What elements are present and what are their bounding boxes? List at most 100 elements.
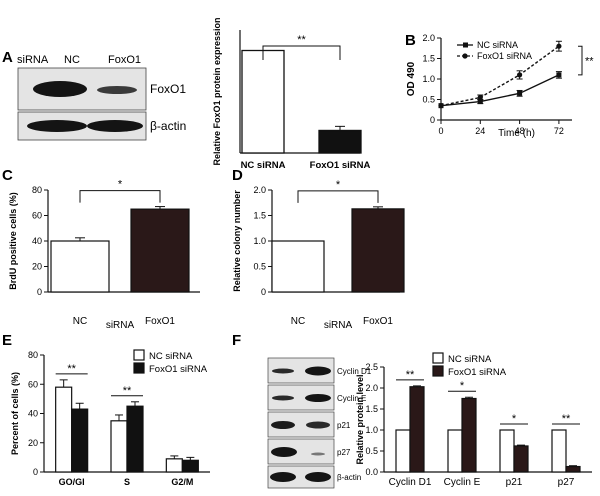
charts-layer: Relative FoxO1 protein expression NC siRN… [8, 17, 594, 488]
panel-f-legend-swatch [432, 352, 444, 364]
panel-f-bar-1 [409, 386, 425, 473]
panel-c-x-tick-label: FoxO1 [145, 316, 175, 327]
panel-d-y-axis: 0 0.5 1.0 1.5 2.0 Relative colony number [232, 185, 273, 297]
panel-f-bar-1 [513, 445, 529, 473]
panel-d-bar-1 [351, 208, 405, 293]
panel-b-x-tick-label: 48 [515, 126, 525, 136]
panel-f-bar-0 [551, 429, 567, 473]
panel-f-western-blot: Cyclin D1 Cyclin E p21 p27 β-actin [267, 357, 372, 489]
panel-d-y-tick-label: 0.5 [253, 262, 266, 272]
panel-d-group-label: siRNA [324, 320, 353, 331]
panel-b-legend-marker [462, 53, 468, 59]
panel-b-point-0 [517, 90, 523, 96]
blot-a-band-label-foxo1: FoxO1 [150, 82, 186, 96]
blot-f-p21-band-nc [271, 421, 295, 429]
panel-d-x-tick-label: FoxO1 [363, 316, 393, 327]
blot-a-sirna-label: siRNA [17, 54, 49, 66]
panel-f-bar-0 [499, 429, 515, 473]
panel-e-y-tick-label: 60 [28, 379, 38, 389]
blot-f-p27-band-foxo1 [311, 452, 325, 456]
blot-f-actin-band-foxo1 [305, 472, 331, 482]
panel-b-y-tick-label: 2.0 [422, 33, 435, 43]
blot-a-actin-band-nc [27, 120, 87, 132]
panel-d-y-axis-label: Relative colony number [232, 190, 242, 292]
panel-b-legend-label: NC siRNA [477, 40, 518, 50]
panel-e-bar-1 [126, 405, 144, 473]
panel-b-point-1 [556, 43, 562, 49]
blot-f-actin-band-nc [270, 472, 296, 482]
panel-b-y-tick-label: 1.5 [422, 54, 435, 64]
panel-c-significance-bracket: * [79, 179, 161, 203]
panel-c-y-tick-label: 60 [32, 211, 42, 221]
panel-label-c: C [2, 167, 13, 184]
panel-c-significance-label: * [118, 179, 123, 191]
blot-a-foxo1-band-foxo1 [97, 86, 137, 94]
panel-e-legend-swatch [133, 362, 145, 374]
panel-d-significance-label: * [336, 179, 341, 191]
blot-f-label-p27: p27 [337, 448, 351, 457]
panel-e-y-tick-label: 80 [28, 350, 38, 360]
panel-c-y-tick-label: 20 [32, 262, 42, 272]
panel-a-y-axis: Relative FoxO1 protein expression [212, 17, 241, 166]
blot-f-label-cycline: Cyclin E [337, 394, 366, 403]
panel-label-b: B [405, 32, 416, 49]
blot-f-cyclind1-band-foxo1 [305, 366, 331, 376]
panel-c-y-axis: 0 20 40 60 80 BrdU positive cells (%) [8, 185, 49, 297]
panel-e-legend-label: NC siRNA [149, 351, 193, 362]
blot-f-actin-membrane [267, 465, 335, 489]
blot-f-p21-band-foxo1 [306, 421, 330, 429]
panel-d-y-tick-label: 1.0 [253, 236, 266, 246]
panel-b-significance-line [578, 45, 583, 76]
panel-b-series-line-1 [440, 45, 560, 107]
panel-a-significance-bracket: ** [262, 34, 341, 60]
panel-b-x-axis-label: Time (h) [498, 128, 535, 139]
blot-f-label-cyclind1: Cyclin D1 [337, 367, 372, 376]
panel-e-significance-label: ** [67, 363, 76, 375]
panel-b-point-0 [556, 72, 562, 78]
panel-a-y-axis-label: Relative FoxO1 protein expression [212, 17, 222, 165]
panel-e-y-tick-label: 20 [28, 438, 38, 448]
panel-c-bar-1 [130, 208, 190, 293]
panel-c-significance-line [79, 190, 161, 203]
panel-e-y-tick-label: 0 [33, 467, 38, 477]
panel-f-x-tick-label: Cyclin E [444, 477, 481, 488]
blot-a-actin-band-foxo1 [87, 120, 143, 132]
panel-f-x-tick-label: Cyclin D1 [389, 477, 432, 488]
blot-f-cycline-band-foxo1 [305, 394, 331, 402]
blot-a-lane-nc: NC [64, 54, 80, 66]
panel-e-bar-0 [55, 386, 73, 473]
panel-b-point-1 [477, 94, 483, 101]
panel-c-y-tick-label: 0 [37, 287, 42, 297]
panel-b-x-tick-label: 0 [438, 126, 443, 136]
panel-b-y-tick-label: 0 [430, 115, 435, 125]
panel-d-y-tick-label: 2.0 [253, 185, 266, 195]
panel-e-y-axis: 0 20 40 60 80 Percent of cells (%) [10, 350, 45, 477]
panel-a-bar-1 [318, 129, 362, 154]
panel-f-x-tick-label: p21 [506, 477, 523, 488]
panel-a-x-tick-label: NC siRNA [241, 160, 286, 171]
panel-b-y-tick-label: 0.5 [422, 95, 435, 105]
panel-f-significance-label: ** [406, 369, 415, 381]
panel-b-x-tick-label: 24 [475, 126, 485, 136]
panel-b-y-axis-label: OD 490 [406, 61, 417, 96]
panel-f-bar-0 [447, 429, 463, 473]
blot-f-p27-band-nc [271, 447, 297, 457]
panel-b-series-line-0 [440, 74, 560, 107]
panel-f-y-tick-label: 2.0 [365, 383, 378, 393]
blot-f-label-actin: β-actin [337, 473, 361, 482]
panel-c-x-tick-label: NC [73, 316, 87, 327]
blot-f-cyclind1-band-nc [272, 368, 294, 374]
panel-f-y-tick-label: 1.0 [365, 425, 378, 435]
panel-e-bar-0 [110, 420, 128, 473]
panel-c-y-tick-label: 80 [32, 185, 42, 195]
panel-f-bar-0 [395, 429, 411, 473]
panel-label-a: A [2, 49, 13, 66]
panel-f-bar-1 [461, 397, 477, 473]
panel-f-legend-label: NC siRNA [448, 354, 492, 365]
panel-b-point-1 [438, 103, 444, 109]
panel-f-y-tick-label: 1.5 [365, 404, 378, 414]
panel-c-y-axis-label: BrdU positive cells (%) [8, 192, 18, 290]
panel-a-significance-label: ** [297, 34, 306, 46]
